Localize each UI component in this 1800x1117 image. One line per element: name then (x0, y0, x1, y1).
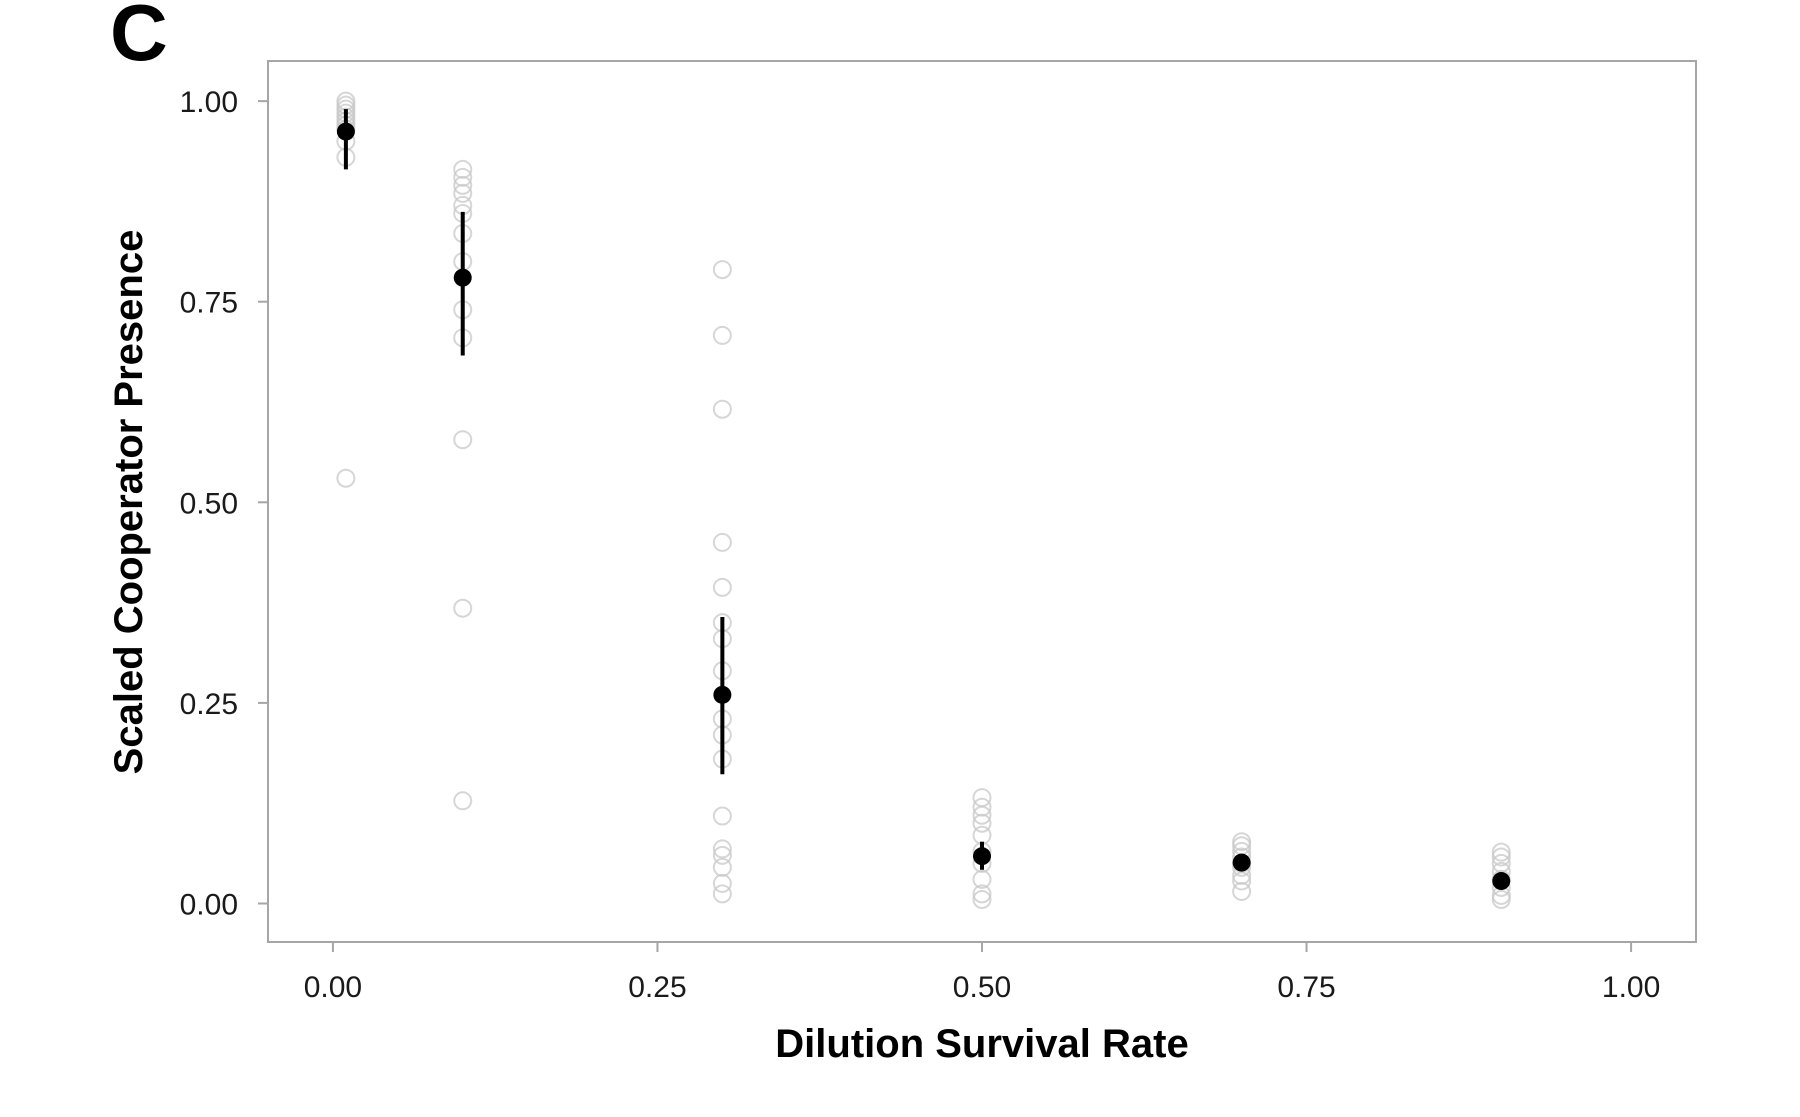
mean-point (1492, 872, 1511, 891)
replicate-point (712, 399, 732, 419)
replicate-point (712, 577, 732, 597)
replicate-point (1491, 889, 1511, 909)
replicate-point (712, 884, 732, 904)
replicate-point (712, 839, 732, 859)
y-tick-label: 0.50 (180, 487, 238, 520)
x-tick-label: 0.25 (628, 971, 686, 1004)
replicate-point (712, 845, 732, 865)
x-tick-label: 0.75 (1277, 971, 1335, 1004)
x-axis-title: Dilution Survival Rate (775, 1022, 1188, 1066)
replicate-point (972, 884, 992, 904)
replicate-point (712, 806, 732, 826)
replicate-point (1232, 871, 1252, 891)
plot-frame (267, 60, 1697, 943)
replicate-point (453, 598, 473, 618)
replicate-point (453, 183, 473, 203)
mean-points (336, 109, 1511, 891)
replicate-point (1232, 881, 1252, 901)
y-tick-label: 0.00 (180, 888, 238, 921)
replicate-point (453, 430, 473, 450)
mean-point (453, 268, 472, 287)
mean-point (713, 685, 732, 704)
x-tick-label: 0.00 (304, 971, 362, 1004)
panel-label: C (110, 0, 168, 77)
replicate-point (712, 325, 732, 345)
mean-point (973, 847, 991, 866)
y-tick-label: 0.75 (180, 287, 238, 320)
replicate-point (972, 889, 992, 909)
replicate-point (712, 532, 732, 552)
x-axis: 0.00 0.25 0.50 0.75 1.00 (304, 942, 1660, 1004)
x-tick-label: 0.50 (953, 971, 1011, 1004)
replicate-point (972, 805, 992, 825)
replicate-point (1491, 847, 1511, 867)
replicate-point (453, 175, 473, 195)
replicate-points (336, 91, 1511, 909)
y-tick-label: 1.00 (180, 86, 238, 119)
replicate-point (712, 857, 732, 877)
mean-point (336, 122, 355, 141)
mean-point (1232, 853, 1251, 872)
y-tick-label: 0.25 (180, 688, 238, 721)
replicate-point (972, 788, 992, 808)
replicate-point (336, 468, 356, 488)
y-axis-title: Scaled Cooperator Presence (107, 230, 151, 775)
replicate-point (1491, 842, 1511, 862)
replicate-point (453, 791, 473, 811)
y-axis: 0.00 0.25 0.50 0.75 1.00 (180, 86, 268, 921)
replicate-point (712, 873, 732, 893)
replicate-point (712, 260, 732, 280)
x-tick-label: 1.00 (1602, 971, 1660, 1004)
replicate-point (972, 869, 992, 889)
replicate-point (972, 813, 992, 833)
replicate-point (972, 825, 992, 845)
